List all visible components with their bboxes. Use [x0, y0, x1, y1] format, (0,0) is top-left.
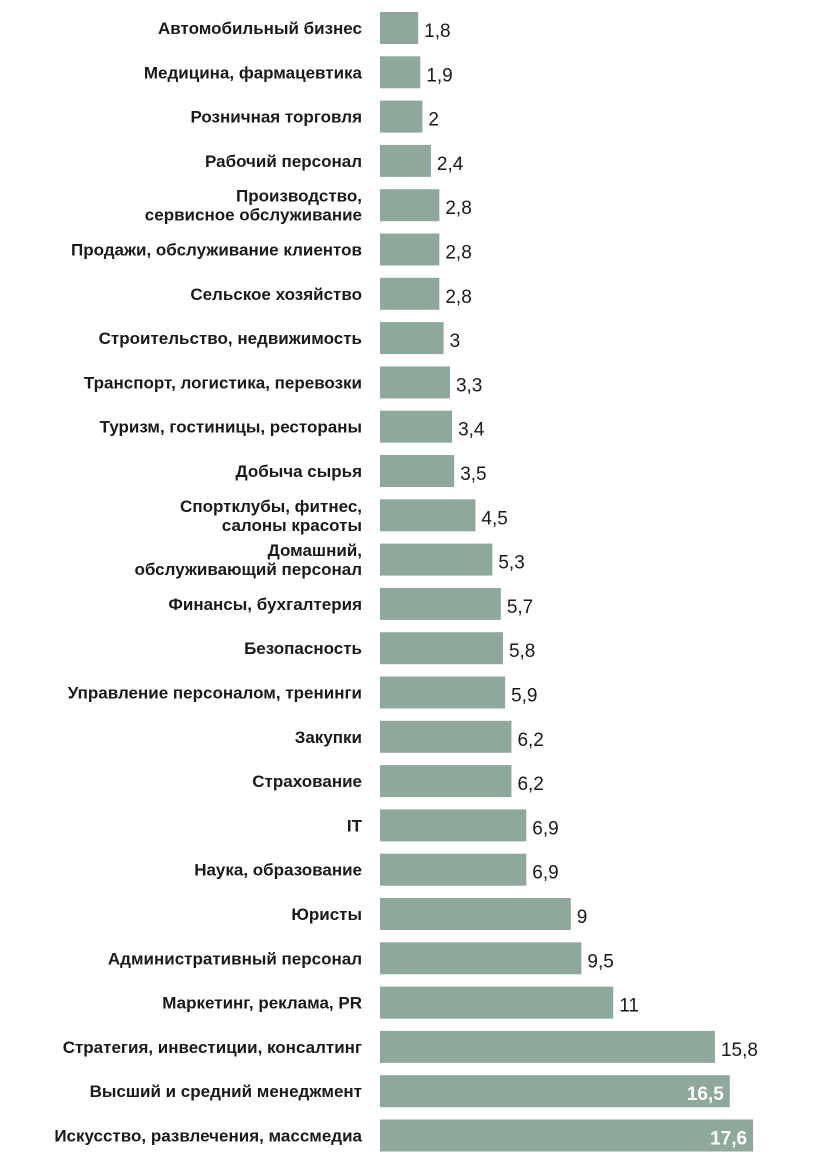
value-label: 6,2	[517, 730, 543, 751]
bar	[380, 12, 419, 44]
category-label: Управление персоналом, тренинги	[68, 684, 362, 703]
category-label: Транспорт, логистика, перевозки	[84, 373, 362, 392]
value-label: 3,3	[456, 375, 482, 396]
bars-group	[380, 12, 754, 1152]
bar	[380, 853, 527, 886]
bar	[380, 587, 501, 620]
value-label: 1,9	[426, 65, 452, 86]
bar	[380, 720, 512, 753]
value-label: 9	[577, 907, 588, 928]
bar	[380, 233, 440, 266]
category-labels-group: Автомобильный бизнес Медицина, фармацевти…	[54, 19, 362, 1146]
category-label: Страхование	[252, 772, 362, 791]
value-label: 3	[450, 331, 461, 352]
category-label: Сельское хозяйство	[190, 285, 362, 304]
bar	[380, 100, 423, 133]
value-label: 6,2	[517, 774, 543, 795]
value-label: 5,8	[509, 641, 535, 662]
bar	[380, 410, 453, 443]
category-label: Безопасность	[244, 639, 362, 658]
value-label: 2,8	[445, 287, 471, 308]
bar	[380, 898, 571, 930]
value-label: 3,5	[460, 464, 486, 485]
category-label: Спортклубы, фитнес, салоны красоты	[180, 497, 362, 535]
bar	[380, 1075, 730, 1108]
value-label: 6,9	[532, 863, 558, 884]
category-label: IT	[347, 816, 363, 835]
bar	[380, 986, 614, 1019]
category-label: Туризм, гостиницы, рестораны	[100, 418, 362, 437]
bar	[380, 942, 582, 975]
category-label: Автомобильный бизнес	[158, 19, 362, 38]
category-label: Высший и средний менеджмент	[90, 1082, 362, 1101]
value-labels-group: 1,8 1,9 2 2,4 2,8 2,8 2,8 3 3,3 3,4 3,5 4,5 5,3 5,7 5,…	[424, 21, 758, 1150]
value-label: 3,4	[458, 420, 485, 441]
bar	[380, 1030, 715, 1063]
value-label: 9,5	[587, 951, 613, 972]
bar	[380, 56, 421, 89]
value-label: 1,8	[424, 21, 450, 42]
bar	[380, 455, 455, 487]
value-label: 2,8	[445, 243, 471, 264]
bar	[380, 1119, 754, 1152]
value-label: 17,6	[710, 1129, 747, 1150]
category-label: Рабочий персонал	[205, 152, 362, 171]
bar	[380, 277, 440, 310]
value-label: 2	[428, 110, 439, 131]
category-label: Добыча сырья	[236, 462, 363, 481]
value-label: 16,5	[687, 1084, 724, 1105]
bar	[380, 765, 512, 798]
category-label: Медицина, фармацевтика	[144, 63, 363, 82]
category-label: Производство, сервисное обслуживание	[145, 187, 362, 225]
value-label: 5,7	[507, 597, 533, 618]
category-label: Финансы, бухгалтерия	[168, 595, 362, 614]
category-label: Искусство, развлечения, массмедиа	[54, 1127, 362, 1146]
category-label: Стратегия, инвестиции, консалтинг	[63, 1038, 362, 1057]
value-label: 2,4	[437, 154, 464, 175]
bar	[380, 809, 527, 842]
category-label: Юристы	[291, 905, 362, 924]
value-label: 6,9	[532, 818, 558, 839]
bar	[380, 322, 444, 355]
value-label: 5,9	[511, 686, 537, 707]
bar	[380, 676, 506, 709]
bar	[380, 543, 493, 576]
category-label: Продажи, обслуживание клиентов	[71, 241, 362, 260]
category-label: Административный персонал	[108, 949, 362, 968]
value-label: 15,8	[721, 1040, 758, 1061]
category-label: Закупки	[295, 728, 362, 747]
category-label: Домашний, обслуживающий персонал	[135, 541, 363, 579]
bar	[380, 632, 503, 665]
category-label: Наука, образование	[194, 861, 362, 880]
value-label: 4,5	[481, 508, 507, 529]
category-label: Розничная торговля	[190, 108, 362, 127]
value-label: 5,3	[498, 553, 524, 574]
bar	[380, 366, 450, 399]
value-label: 2,8	[445, 198, 471, 219]
bar	[380, 144, 431, 177]
value-label: 11	[619, 996, 639, 1017]
bar	[380, 499, 476, 532]
category-label: Строительство, недвижимость	[99, 329, 362, 348]
bar	[380, 189, 440, 222]
category-label: Маркетинг, реклама, PR	[162, 994, 362, 1013]
